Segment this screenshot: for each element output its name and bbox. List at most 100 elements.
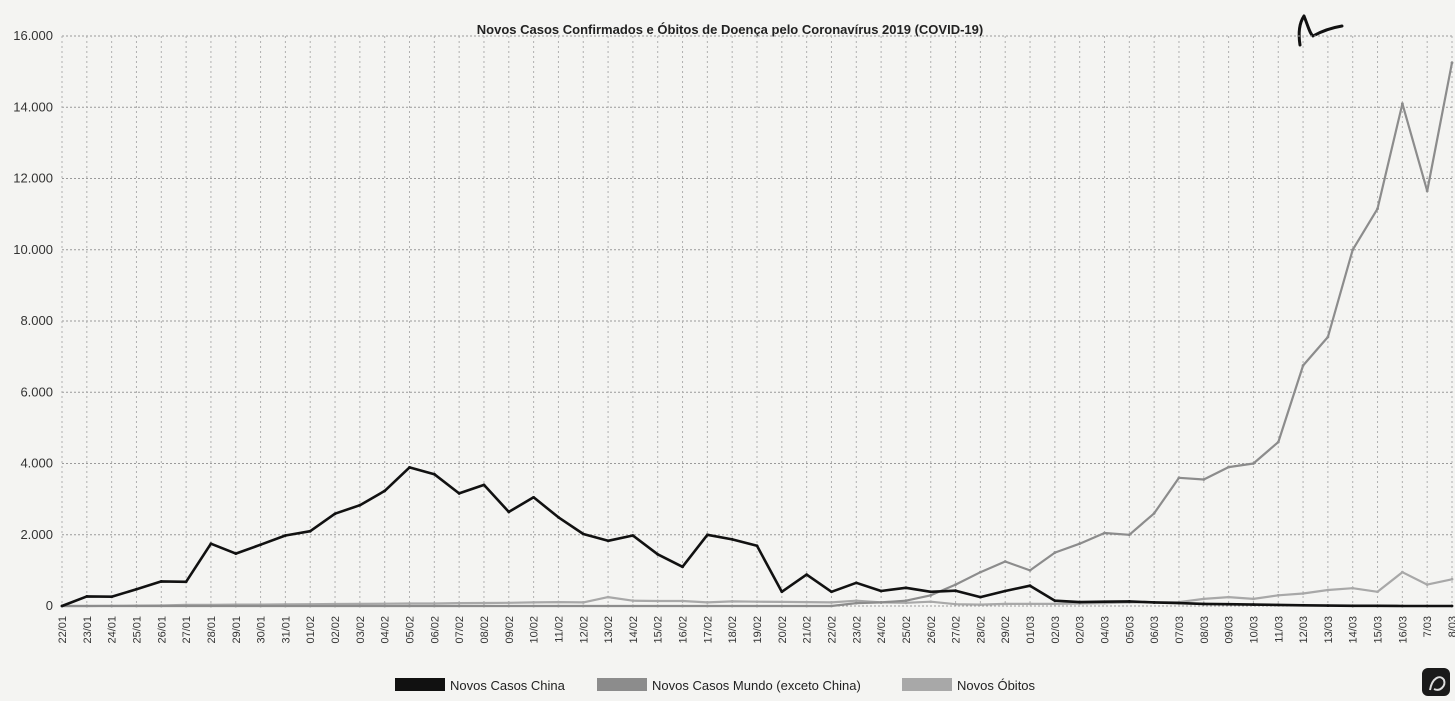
data-point <box>1400 604 1404 608</box>
data-point <box>482 604 486 608</box>
data-point <box>135 604 138 608</box>
x-tick-label: 19/02 <box>752 616 764 644</box>
data-point <box>482 601 486 605</box>
data-point <box>408 602 411 605</box>
x-tick-label: 22/02 <box>826 616 838 644</box>
data-point <box>1425 189 1429 193</box>
data-point <box>308 604 312 608</box>
data-point <box>85 604 89 608</box>
data-point <box>730 599 734 603</box>
data-point <box>507 601 511 605</box>
data-point <box>1376 590 1379 594</box>
series-layer <box>60 61 1454 608</box>
x-tick-label: 10/02 <box>529 616 541 644</box>
data-point <box>780 590 784 594</box>
x-tick-label: 02/03 <box>1050 616 1062 644</box>
y-tick-label: 16.000 <box>13 28 53 43</box>
data-point <box>929 590 933 594</box>
x-tick-label: 02/03 <box>1075 616 1087 644</box>
grid <box>61 35 1453 607</box>
x-tick-label: 18/02 <box>727 616 739 644</box>
x-tick-label: 29/02 <box>1000 616 1012 644</box>
y-tick-label: 12.000 <box>13 171 53 186</box>
data-point <box>1351 604 1355 608</box>
data-point <box>283 604 287 608</box>
data-point <box>581 532 585 536</box>
data-point <box>1301 603 1305 607</box>
data-point <box>432 604 436 608</box>
x-tick-label: 13/02 <box>603 616 615 644</box>
data-point <box>854 581 858 585</box>
data-point <box>805 573 809 577</box>
data-point <box>1400 102 1404 106</box>
data-point <box>383 489 387 493</box>
x-tick-label: 15/02 <box>653 616 665 644</box>
data-point <box>259 604 262 608</box>
data-point <box>805 600 809 604</box>
data-point <box>681 565 684 569</box>
x-tick-label: 08/02 <box>479 616 491 644</box>
x-tick-label: 14/02 <box>628 616 640 644</box>
x-tick-label: 02/02 <box>330 616 342 644</box>
data-point <box>1252 462 1255 465</box>
legend-swatch <box>902 678 952 691</box>
data-point <box>1326 604 1330 608</box>
data-point <box>1053 551 1057 554</box>
data-point <box>432 602 436 605</box>
data-point <box>854 599 858 603</box>
data-point <box>507 510 511 514</box>
data-point <box>234 552 238 556</box>
legend-label: Novos Casos China <box>450 678 566 693</box>
x-tick-label: 08/03 <box>1199 616 1211 644</box>
data-point <box>1202 478 1206 481</box>
data-point <box>730 604 734 608</box>
data-point <box>60 604 64 608</box>
data-point <box>755 600 759 604</box>
data-point <box>1028 568 1032 572</box>
data-point <box>954 602 957 606</box>
x-tick-label: 15/03 <box>1373 616 1385 644</box>
data-point <box>1202 602 1206 606</box>
data-point <box>1301 364 1305 367</box>
data-point <box>830 604 833 608</box>
x-tick-label: 12/02 <box>578 616 590 644</box>
data-point <box>1227 595 1231 599</box>
x-tick-label: 23/01 <box>82 616 94 644</box>
data-point <box>606 539 610 543</box>
data-point <box>532 495 536 499</box>
data-point <box>1276 440 1280 444</box>
data-point <box>1376 604 1379 608</box>
data-point <box>1276 603 1280 607</box>
data-point <box>1078 542 1082 546</box>
x-tick-label: 16/03 <box>1397 616 1409 644</box>
data-point <box>110 604 114 608</box>
x-tick-label: 09/02 <box>504 616 516 644</box>
data-point <box>705 604 709 608</box>
x-tick-label: 10/03 <box>1248 616 1260 644</box>
data-point <box>904 601 908 605</box>
legend-label: Novos Óbitos <box>957 678 1036 693</box>
data-point <box>1376 207 1379 211</box>
data-point <box>1450 604 1454 608</box>
x-tick-label: 29/01 <box>231 616 243 644</box>
data-point <box>184 604 188 608</box>
data-point <box>929 600 933 604</box>
data-point <box>333 602 337 606</box>
data-point <box>1152 511 1156 515</box>
data-point <box>705 601 709 604</box>
data-point <box>457 492 461 495</box>
data-point <box>1003 560 1007 563</box>
x-tick-label: 16/02 <box>678 616 690 644</box>
data-point <box>333 512 337 516</box>
data-point <box>482 483 486 487</box>
data-point <box>1177 601 1181 605</box>
x-tick-label: 26/01 <box>156 616 168 644</box>
data-point <box>234 604 238 608</box>
x-tick-label: 21/02 <box>802 616 814 644</box>
data-point <box>1326 588 1330 592</box>
x-tick-label: 28/02 <box>975 616 987 644</box>
data-point <box>184 580 188 584</box>
data-point <box>383 604 387 608</box>
x-tick-label: 07/02 <box>454 616 466 644</box>
data-point <box>1003 589 1007 593</box>
